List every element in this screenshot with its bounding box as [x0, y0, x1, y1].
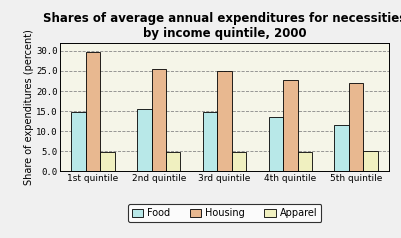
Bar: [269, 117, 283, 171]
Bar: [71, 112, 86, 171]
Bar: [137, 109, 152, 171]
Bar: [86, 52, 100, 171]
Legend: Food, Housing, Apparel: Food, Housing, Apparel: [128, 204, 322, 222]
Bar: [232, 153, 246, 171]
Title: Shares of average annual expenditures for necessities
by income quintile, 2000: Shares of average annual expenditures fo…: [43, 12, 401, 40]
Bar: [349, 83, 363, 171]
Bar: [363, 151, 378, 171]
Bar: [100, 153, 115, 171]
Bar: [152, 69, 166, 171]
Bar: [334, 125, 349, 171]
Y-axis label: Share of expenditures (percent): Share of expenditures (percent): [24, 29, 34, 185]
Bar: [166, 152, 180, 171]
Bar: [203, 112, 217, 171]
Bar: [298, 153, 312, 171]
Bar: [283, 80, 298, 171]
Bar: [217, 71, 232, 171]
